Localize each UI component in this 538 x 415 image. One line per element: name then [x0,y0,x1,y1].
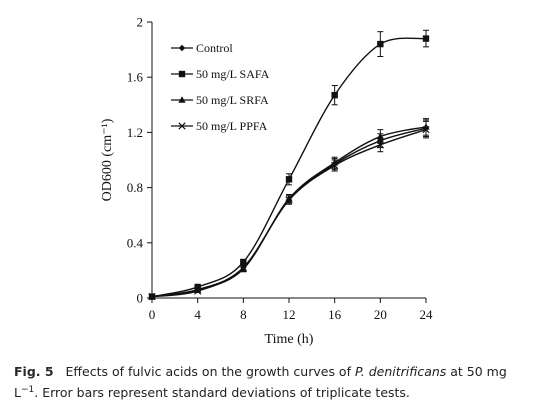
legend-label: 50 mg/L SAFA [196,67,270,81]
x-tick-label: 24 [420,307,434,322]
legend-marker [178,70,186,78]
growth-curve-chart: 0 4 8 12 16 20 24 0 0.4 0.8 1.2 1.6 2 Control 50 mg/L… [100,15,433,348]
data-point [376,141,384,149]
figure-caption: Fig. 5 Effects of fulvic acids on the gr… [14,362,526,402]
y-tick-label: 0.4 [127,235,144,250]
x-tick-label: 8 [240,307,247,322]
y-axis-title: OD600 (cm⁻¹) [100,118,115,201]
series-x [148,120,430,301]
x-tick-label: 16 [328,307,342,322]
y-tick-label: 0.8 [127,180,143,195]
series-line [151,126,427,298]
legend-entry: 50 mg/L SAFA [171,67,270,81]
x-tick-label: 0 [149,307,156,322]
series-diamond [148,119,430,300]
data-point [240,258,247,266]
data-point [194,287,202,295]
data-point [422,35,430,42]
x-tick-label: 20 [374,307,387,322]
x-tick-label: 12 [283,307,296,322]
data-point [285,196,293,204]
chart-legend: Control 50 mg/L SAFA 50 mg/L SRFA 50 mg/L P… [171,41,270,133]
chart-axes: 0 4 8 12 16 20 24 0 0.4 0.8 1.2 1.6 2 [127,15,433,323]
data-point [239,264,247,272]
data-point [422,126,430,134]
legend-label: 50 mg/L PPFA [196,119,268,133]
series-square [148,29,430,300]
y-tick-label: 1.2 [127,125,143,140]
caption-organism: P. denitrificans [354,364,447,379]
legend-label: 50 mg/L SRFA [196,93,269,107]
legend-marker [178,122,186,130]
data-point [285,176,293,183]
y-tick-label: 0 [137,291,144,306]
series-line [151,128,427,298]
series-line [151,127,427,298]
y-tick-label: 1.6 [127,70,144,85]
chart-series [148,29,430,301]
caption-text-before: Effects of fulvic acids on the growth cu… [65,364,355,379]
series-triangle [148,118,430,300]
x-axis-title: Time (h) [265,332,314,347]
caption-text-mid: at 50 mg L [14,364,507,401]
x-tick-label: 4 [194,307,201,322]
legend-marker [178,44,186,52]
legend-entry: 50 mg/L SRFA [171,93,269,107]
legend-entry: Control [171,41,233,55]
series-line [151,37,427,298]
data-point [148,292,156,301]
data-point [331,91,338,99]
caption-exponent: −1 [20,385,35,395]
caption-text-after: . Error bars represent standard deviatio… [34,385,410,401]
legend-label: Control [196,41,233,55]
data-point [377,40,384,48]
figure-label: Fig. 5 [14,364,54,379]
legend-entry: 50 mg/L PPFA [171,119,268,133]
data-point [331,161,339,170]
y-tick-label: 2 [137,15,144,30]
legend-marker [178,96,186,103]
